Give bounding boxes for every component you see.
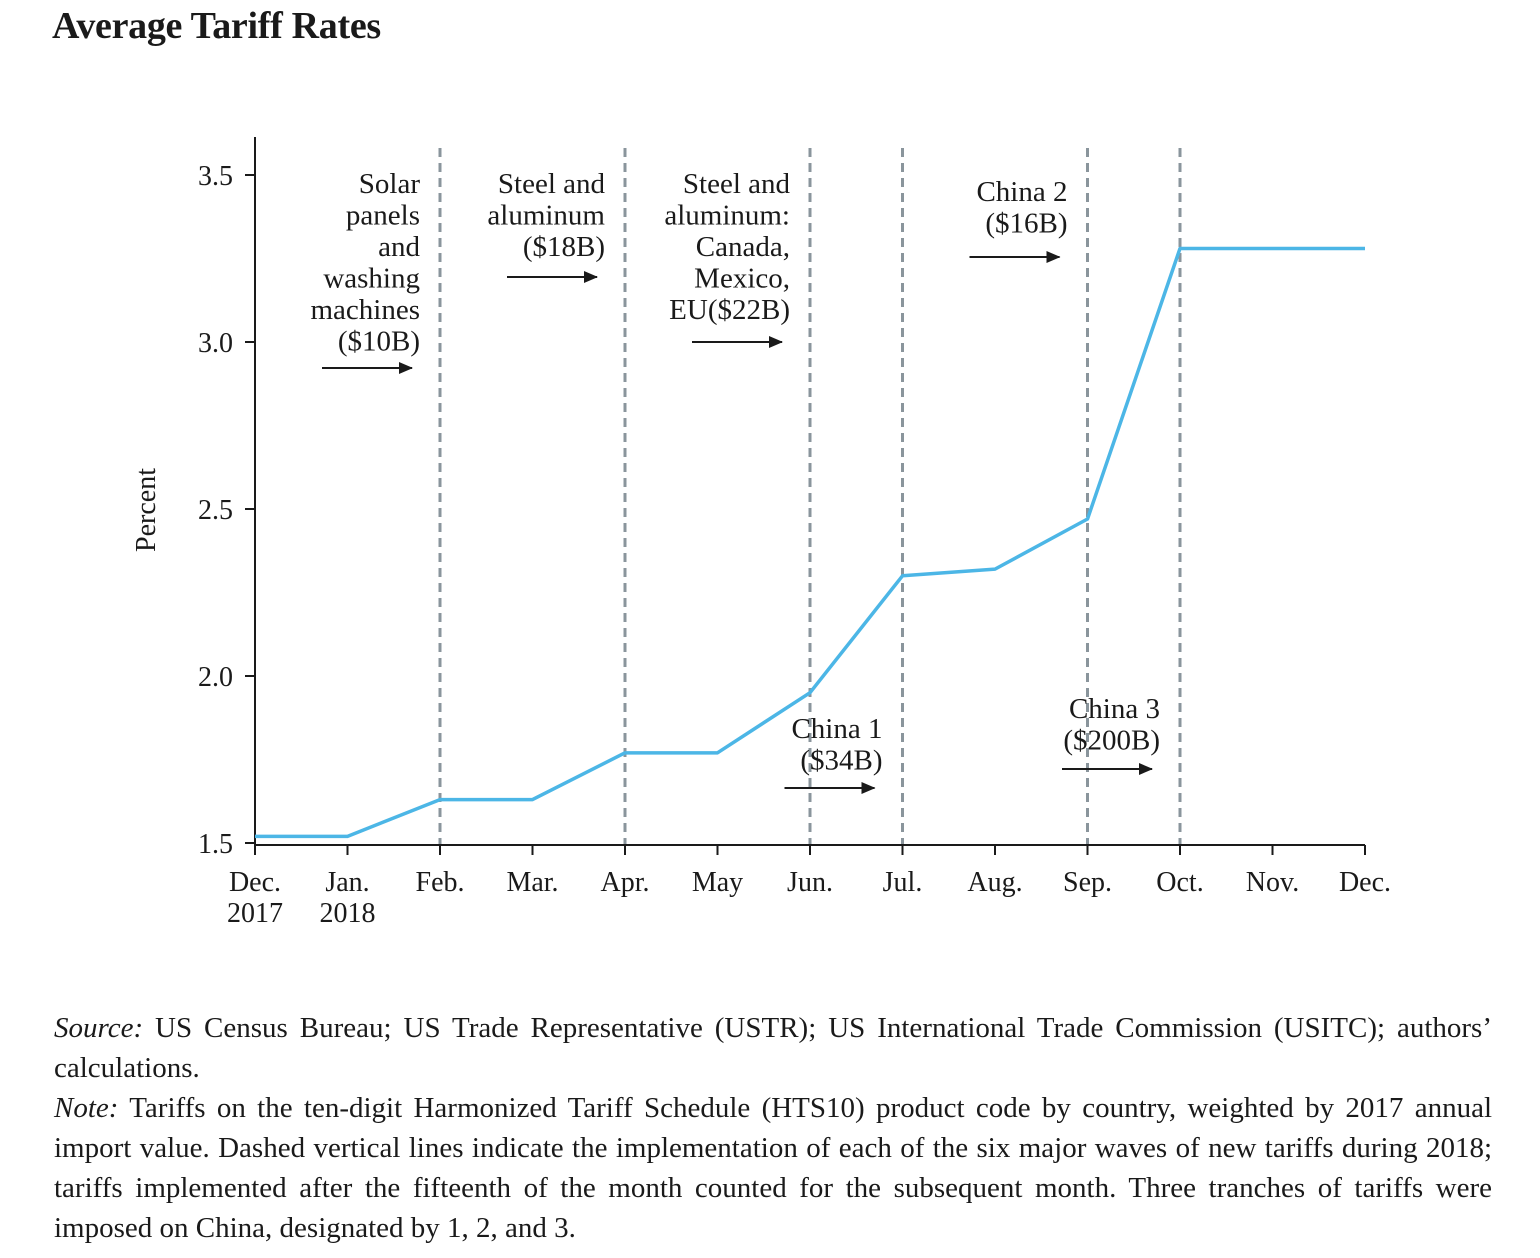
x-tick-label: Feb. <box>416 867 465 898</box>
x-tick-label: Nov. <box>1246 867 1299 898</box>
source-note: Source: US Census Bureau; US Trade Repre… <box>54 1008 1492 1088</box>
x-tick-label: Jul. <box>883 867 923 898</box>
annotation-label: China 1 ($34B) <box>791 713 882 777</box>
y-tick-label: 1.5 <box>198 829 233 860</box>
chart-title: Average Tariff Rates <box>52 5 381 47</box>
y-tick-label: 3.0 <box>198 328 233 359</box>
note: Note: Tariffs on the ten-digit Harmonize… <box>54 1088 1492 1248</box>
annotation-label: China 3 ($200B) <box>1063 693 1160 757</box>
footnote: Source: US Census Bureau; US Trade Repre… <box>54 1008 1492 1248</box>
y-tick-label: 2.5 <box>198 495 233 526</box>
source-text: US Census Bureau; US Trade Representativ… <box>54 1012 1492 1084</box>
x-tick-label: Dec. <box>1339 867 1391 898</box>
x-tick-label: Apr. <box>601 867 650 898</box>
y-tick-label: 3.5 <box>198 161 233 192</box>
note-text: Tariffs on the ten-digit Harmonized Tari… <box>54 1092 1492 1244</box>
annotation-label: Steel and aluminum: Canada, Mexico, EU($22B) <box>664 168 790 326</box>
line-chart: 1.5 2.0 2.5 3.0 3.5 Dec. 2017 Jan. 2018 Feb. Mar. A… <box>131 137 1391 929</box>
x-tick-label: May <box>692 867 743 898</box>
y-tick-label: 2.0 <box>198 662 233 693</box>
x-tick-label: Sep. <box>1063 867 1112 898</box>
x-tick-label: Jan. 2018 <box>320 867 376 929</box>
x-tick-label: Dec. 2017 <box>227 867 283 929</box>
x-tick-label: Oct. <box>1156 867 1203 898</box>
annotation-label: China 2 ($16B) <box>976 176 1067 240</box>
annotation-label: Solar panels and washing machines ($10B) <box>310 168 420 358</box>
x-tick-label: Jun. <box>787 867 833 898</box>
annotation-label: Steel and aluminum ($18B) <box>487 168 605 263</box>
source-label: Source: <box>54 1012 144 1044</box>
note-label: Note: <box>54 1092 119 1124</box>
y-axis-label: Percent <box>131 468 162 552</box>
x-tick-label: Mar. <box>506 867 558 898</box>
x-tick-label: Aug. <box>967 867 1022 898</box>
